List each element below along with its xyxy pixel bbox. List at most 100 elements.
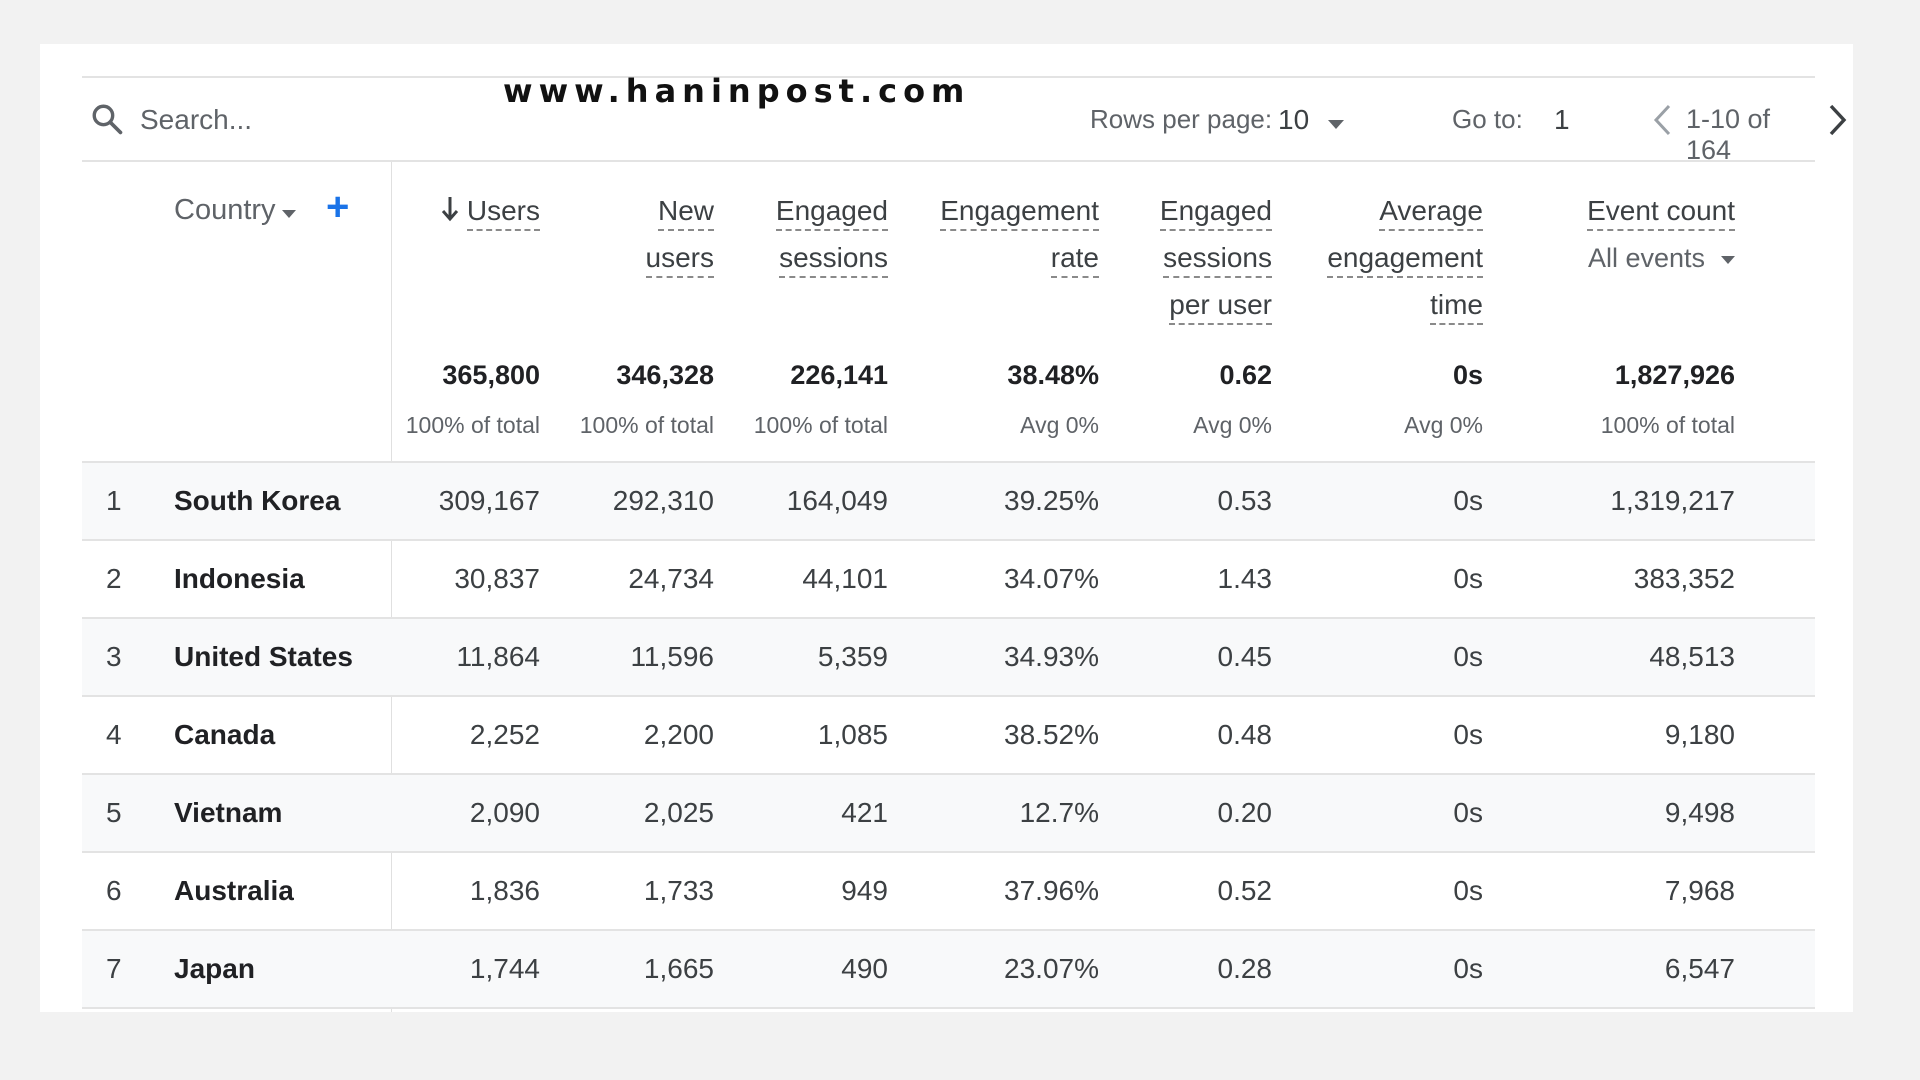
metric-cell: 30,837 <box>454 563 540 594</box>
dimension-label: Country <box>174 194 276 226</box>
chevron-right-icon[interactable] <box>1822 98 1852 142</box>
column-header-text: Engagement <box>940 193 1099 231</box>
table-toolbar: Search... Rows per page: 10 Go to: 1 1-1… <box>82 78 1847 165</box>
metric-cell: 0s <box>1453 641 1483 672</box>
total-value: 1,827,926 <box>1614 360 1735 390</box>
column-header-text: users <box>645 240 714 278</box>
table-row[interactable]: 4 Canada 2,252 2,200 1,085 38.52% 0.48 0s 9,180 <box>82 695 1815 775</box>
metric-cell: 1,319,217 <box>1610 485 1735 516</box>
dimension-selector[interactable]: Country <box>174 194 296 227</box>
event-filter-select[interactable]: All events <box>1587 237 1735 279</box>
column-header[interactable]: Engaged sessions <box>775 190 888 284</box>
metric-cell: 2,090 <box>469 797 540 828</box>
column-header[interactable]: Engagement rate <box>940 190 1099 284</box>
metric-cell: 34.93% <box>1004 641 1099 672</box>
metric-cell: 0s <box>1453 797 1483 828</box>
metric-cell: 292,310 <box>612 485 714 516</box>
metric-cell: 6,547 <box>1664 953 1735 984</box>
column-header-line: sessions <box>1160 237 1272 284</box>
table-row[interactable]: 2 Indonesia 30,837 24,734 44,101 34.07% 1.43 0s… <box>82 539 1815 619</box>
metric-cell: 949 <box>841 875 888 906</box>
column-header[interactable]: New users <box>645 190 714 284</box>
metric-cell: 1,733 <box>643 875 714 906</box>
country-cell: Australia <box>174 875 294 906</box>
metric-cell: 490 <box>841 953 888 984</box>
total-value: 226,141 <box>790 360 888 390</box>
column-header[interactable]: Engaged sessions per user <box>1159 190 1272 331</box>
caret-down-icon[interactable] <box>1328 120 1344 129</box>
country-cell: Japan <box>174 953 255 984</box>
column-header-text: Users <box>466 193 540 231</box>
metric-cell: 23.07% <box>1004 953 1099 984</box>
row-index: 3 <box>106 641 122 672</box>
column-header-text: sessions <box>779 240 888 278</box>
column-header-text: New <box>657 193 714 231</box>
metric-cell: 12.7% <box>1019 797 1099 828</box>
column-header-line: engagement <box>1327 237 1483 284</box>
table-row[interactable]: 7 Japan 1,744 1,665 490 23.07% 0.28 0s 6,547 <box>82 929 1815 1009</box>
event-filter-label: All events <box>1587 243 1705 273</box>
search-input[interactable]: Search... <box>140 104 253 135</box>
chevron-left-icon[interactable] <box>1648 98 1678 142</box>
column-header[interactable]: Average engagement time <box>1327 190 1483 331</box>
metric-cell: 39.25% <box>1004 485 1099 516</box>
column-header-line: users <box>645 237 714 284</box>
country-cell: South Korea <box>174 485 341 516</box>
report-table-card: www.haninpost.com Search... Rows per pag… <box>40 44 1853 1012</box>
search-icon[interactable] <box>90 102 124 136</box>
metric-cell: 0.48 <box>1217 719 1273 750</box>
column-header[interactable]: Event count All events <box>1587 190 1735 279</box>
top-divider <box>82 76 1815 78</box>
column-header-text: sessions <box>1163 240 1272 278</box>
metric-cell: 0.52 <box>1217 875 1273 906</box>
column-header-line: New <box>646 190 714 237</box>
table-row-divider <box>82 1007 1815 1012</box>
toolbar-divider <box>82 160 1815 162</box>
add-dimension-plus-icon[interactable]: + <box>326 185 350 229</box>
column-header-line: Engagement <box>940 190 1099 237</box>
row-index: 2 <box>106 563 122 594</box>
column-header-text: time <box>1430 287 1483 325</box>
column-divider <box>391 162 392 1012</box>
metric-cell: 0.53 <box>1217 485 1273 516</box>
column-header[interactable]: Users <box>439 190 540 237</box>
sort-down-arrow-icon[interactable] <box>439 190 461 226</box>
country-cell: Vietnam <box>174 797 283 828</box>
column-header-text: per user <box>1169 287 1272 325</box>
country-cell: Canada <box>174 719 276 750</box>
column-header-line: Engaged <box>775 190 888 237</box>
metric-cell: 0.20 <box>1217 797 1273 828</box>
metric-cell: 1,744 <box>469 953 540 984</box>
table-row[interactable]: 6 Australia 1,836 1,733 949 37.96% 0.52 0s 7,968 <box>82 851 1815 931</box>
metric-cell: 1,085 <box>817 719 888 750</box>
table-row[interactable]: 1 South Korea 309,167 292,310 164,049 39.25% 0… <box>82 461 1815 541</box>
goto-page-input[interactable]: 1 <box>1554 104 1570 135</box>
metric-cell: 0s <box>1453 719 1483 750</box>
metric-cell: 164,049 <box>786 485 888 516</box>
column-header-text: Engaged <box>775 193 888 231</box>
total-subtext: Avg 0% <box>1404 412 1483 438</box>
rows-per-page-select[interactable]: 10 <box>1278 104 1310 135</box>
metric-cell: 7,968 <box>1664 875 1735 906</box>
metric-cell: 9,498 <box>1664 797 1735 828</box>
metric-cell: 5,359 <box>817 641 888 672</box>
table-row[interactable]: 3 United States 11,864 11,596 5,359 34.93% 0.4… <box>82 617 1815 697</box>
column-header-text: rate <box>1050 240 1099 278</box>
caret-down-icon <box>1721 255 1735 264</box>
row-index: 1 <box>106 485 122 516</box>
column-header-line: time <box>1327 284 1483 331</box>
metric-cell: 0s <box>1453 953 1483 984</box>
metric-cell: 1,665 <box>643 953 714 984</box>
metric-cell: 34.07% <box>1004 563 1099 594</box>
column-header-text: Average <box>1379 193 1483 231</box>
metric-cell: 2,025 <box>643 797 714 828</box>
metric-cell: 11,596 <box>630 641 714 672</box>
metric-cell: 383,352 <box>1633 563 1735 594</box>
row-index: 6 <box>106 875 122 906</box>
rows-per-page-label: Rows per page: <box>1090 104 1273 134</box>
row-index: 7 <box>106 953 122 984</box>
table-row[interactable]: 5 Vietnam 2,090 2,025 421 12.7% 0.20 0s 9,498 <box>82 773 1815 853</box>
total-value: 346,328 <box>616 360 714 390</box>
metric-cell: 44,101 <box>802 563 888 594</box>
column-header-line: Users <box>439 190 540 237</box>
